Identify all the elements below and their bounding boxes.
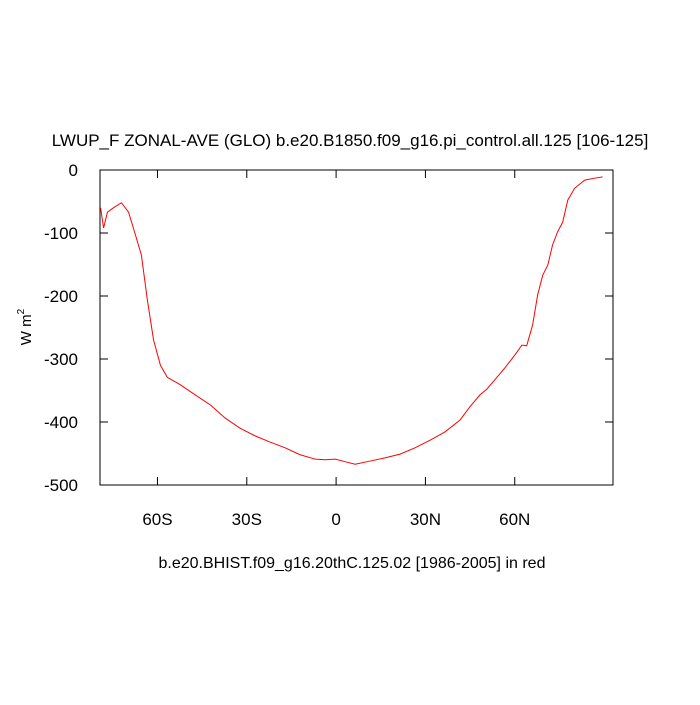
y-tick-label: -100 bbox=[44, 224, 78, 243]
y-axis-label-sup: 2 bbox=[16, 308, 27, 314]
y-tick-label: -300 bbox=[44, 350, 78, 369]
y-axis-label-main: W m bbox=[18, 314, 35, 345]
x-tick-label: 60N bbox=[499, 510, 530, 529]
y-tick-label: -400 bbox=[44, 413, 78, 432]
x-tick-label: 30N bbox=[410, 510, 441, 529]
plot-frame bbox=[99, 169, 614, 486]
y-tick-label: 0 bbox=[69, 161, 78, 180]
data-line bbox=[100, 176, 603, 465]
chart-subtitle: b.e20.BHIST.f09_g16.20thC.125.02 [1986-2… bbox=[159, 555, 546, 572]
x-tick-label: 30S bbox=[232, 510, 262, 529]
chart-title: LWUP_F ZONAL-AVE (GLO) b.e20.B1850.f09_g… bbox=[52, 131, 649, 150]
y-axis-label-text: W m2 bbox=[16, 308, 35, 345]
y-tick-label: -200 bbox=[44, 287, 78, 306]
x-tick-label: 0 bbox=[331, 510, 340, 529]
x-tick-label: 60S bbox=[142, 510, 172, 529]
y-tick-label: -500 bbox=[44, 476, 78, 495]
y-axis-label: W m2 bbox=[16, 308, 35, 345]
